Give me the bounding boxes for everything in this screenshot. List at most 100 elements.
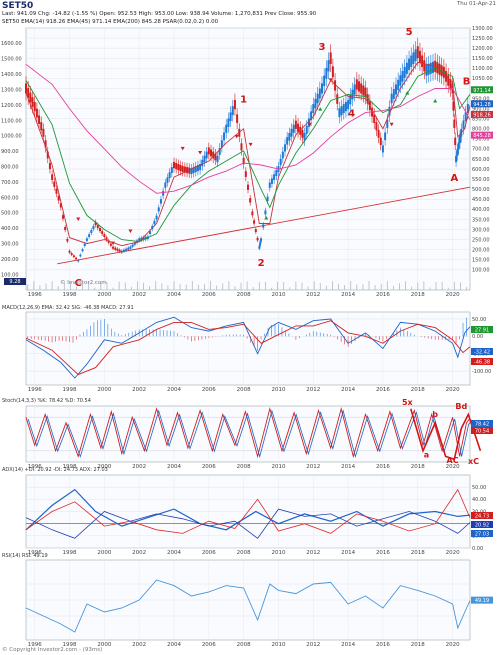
price-candle: [186, 167, 189, 174]
volume-label: 9.28: [9, 279, 20, 285]
price-candle: [103, 234, 106, 237]
footer-credit: © Copyright Investor2.com - (93ms): [2, 647, 103, 653]
price-candle: [432, 61, 434, 73]
rsi-panel-label: RSI(14) RSI: 49.19: [2, 553, 48, 559]
price-candle: [373, 114, 376, 123]
price-candle: [170, 167, 173, 174]
price-x-tick: 1996: [28, 292, 42, 298]
price-candle: [321, 83, 323, 94]
price-candle: [342, 104, 345, 114]
price-candle: [259, 242, 262, 245]
price-x-tick: 2014: [341, 292, 355, 298]
price-candle: [268, 182, 271, 188]
price-left-y-tick: 500.00: [1, 211, 19, 217]
rsi-x-tick: 2018: [411, 642, 425, 648]
psar-marker: [405, 90, 410, 95]
price-candle: [273, 174, 276, 180]
price-candle: [112, 246, 115, 249]
macd-right-label: -46.38: [474, 360, 490, 366]
stoch-x-tick: 2012: [306, 464, 320, 470]
adx-y-tick: 50.00: [472, 485, 486, 491]
price-y-tick: 200.00: [472, 247, 490, 253]
price-candle: [159, 199, 162, 204]
wave-label-C: C: [75, 278, 82, 289]
price-candle: [323, 75, 326, 87]
price-candle: [458, 135, 461, 144]
price-candle: [466, 103, 469, 114]
price-candle: [196, 165, 199, 172]
adx-x-tick: 1998: [63, 550, 77, 556]
price-candle: [66, 238, 69, 242]
price-candle: [162, 190, 165, 196]
price-y-tick: 450.00: [472, 197, 490, 203]
price-candle: [116, 248, 119, 251]
price-x-tick: 2000: [97, 292, 111, 298]
price-candle: [251, 211, 254, 216]
price-candle: [379, 137, 382, 146]
chart-date: Thu 01-Apr-21: [456, 1, 496, 7]
price-y-tick: 500.00: [472, 187, 490, 193]
price-candle: [201, 159, 204, 167]
price-candle: [438, 63, 441, 75]
price-right-label-bg: [471, 131, 493, 139]
trendline: [57, 186, 471, 265]
price-candle: [381, 145, 384, 153]
price-right-label: 941.28: [473, 102, 491, 108]
rsi-x-tick: 2006: [202, 642, 216, 648]
price-candle: [405, 62, 408, 74]
price-candle: [457, 142, 460, 150]
price-candle: [414, 49, 417, 62]
price-y-tick: 650.00: [472, 157, 490, 163]
price-candle: [153, 220, 156, 225]
price-x-tick: 2010: [271, 292, 285, 298]
price-x-tick: 2004: [167, 292, 181, 298]
rsi-line: [25, 579, 471, 633]
macd-signal-line: [25, 320, 471, 376]
price-candle: [90, 230, 93, 234]
price-candle: [351, 89, 354, 100]
price-candle: [227, 118, 230, 127]
stoch-k-line: [25, 407, 471, 459]
price-candle: [57, 196, 60, 201]
adx-right-label: 24.73: [475, 514, 489, 520]
wave-label-4: 4: [348, 109, 355, 120]
psar-marker: [307, 122, 312, 127]
watermark: © Investor2.com: [60, 280, 107, 286]
price-candle: [292, 124, 295, 133]
price-candle: [175, 162, 178, 170]
price-candle: [254, 229, 257, 233]
adx-x-tick: 2002: [132, 550, 146, 556]
price-candle: [418, 50, 421, 63]
price-y-tick: 1100.00: [472, 66, 493, 72]
stoch-wave-label: Bd: [455, 402, 467, 411]
price-candle: [290, 128, 293, 137]
stoch-wave-path: [410, 408, 482, 461]
macd-x-tick: 2010: [271, 387, 285, 393]
macd-x-tick: 2020: [446, 387, 460, 393]
price-candle: [203, 155, 206, 163]
price-candle: [421, 55, 424, 67]
price-candle: [258, 246, 261, 249]
adx-x-tick: 2010: [271, 550, 285, 556]
price-candle: [94, 221, 97, 226]
mdi-line: [25, 488, 471, 534]
price-candle: [390, 93, 393, 104]
price-candle: [305, 125, 308, 134]
price-candle: [229, 112, 232, 122]
price-candle: [264, 210, 267, 215]
price-candle: [377, 129, 380, 138]
price-candle: [336, 94, 339, 104]
price-candle: [142, 237, 145, 240]
rsi-right-label: 49.19: [475, 598, 489, 604]
stoch-x-tick: 2018: [411, 464, 425, 470]
price-right-label: 845.28: [473, 133, 491, 139]
price-candle: [249, 198, 252, 203]
price-candle: [316, 93, 319, 104]
adx-x-tick: 1996: [28, 550, 42, 556]
stoch-wave-label: 5x: [402, 398, 414, 407]
price-right-label: 918.26: [473, 113, 491, 119]
wave-label-3: 3: [319, 42, 326, 53]
macd-x-tick: 2000: [97, 387, 111, 393]
price-candle: [68, 250, 71, 253]
